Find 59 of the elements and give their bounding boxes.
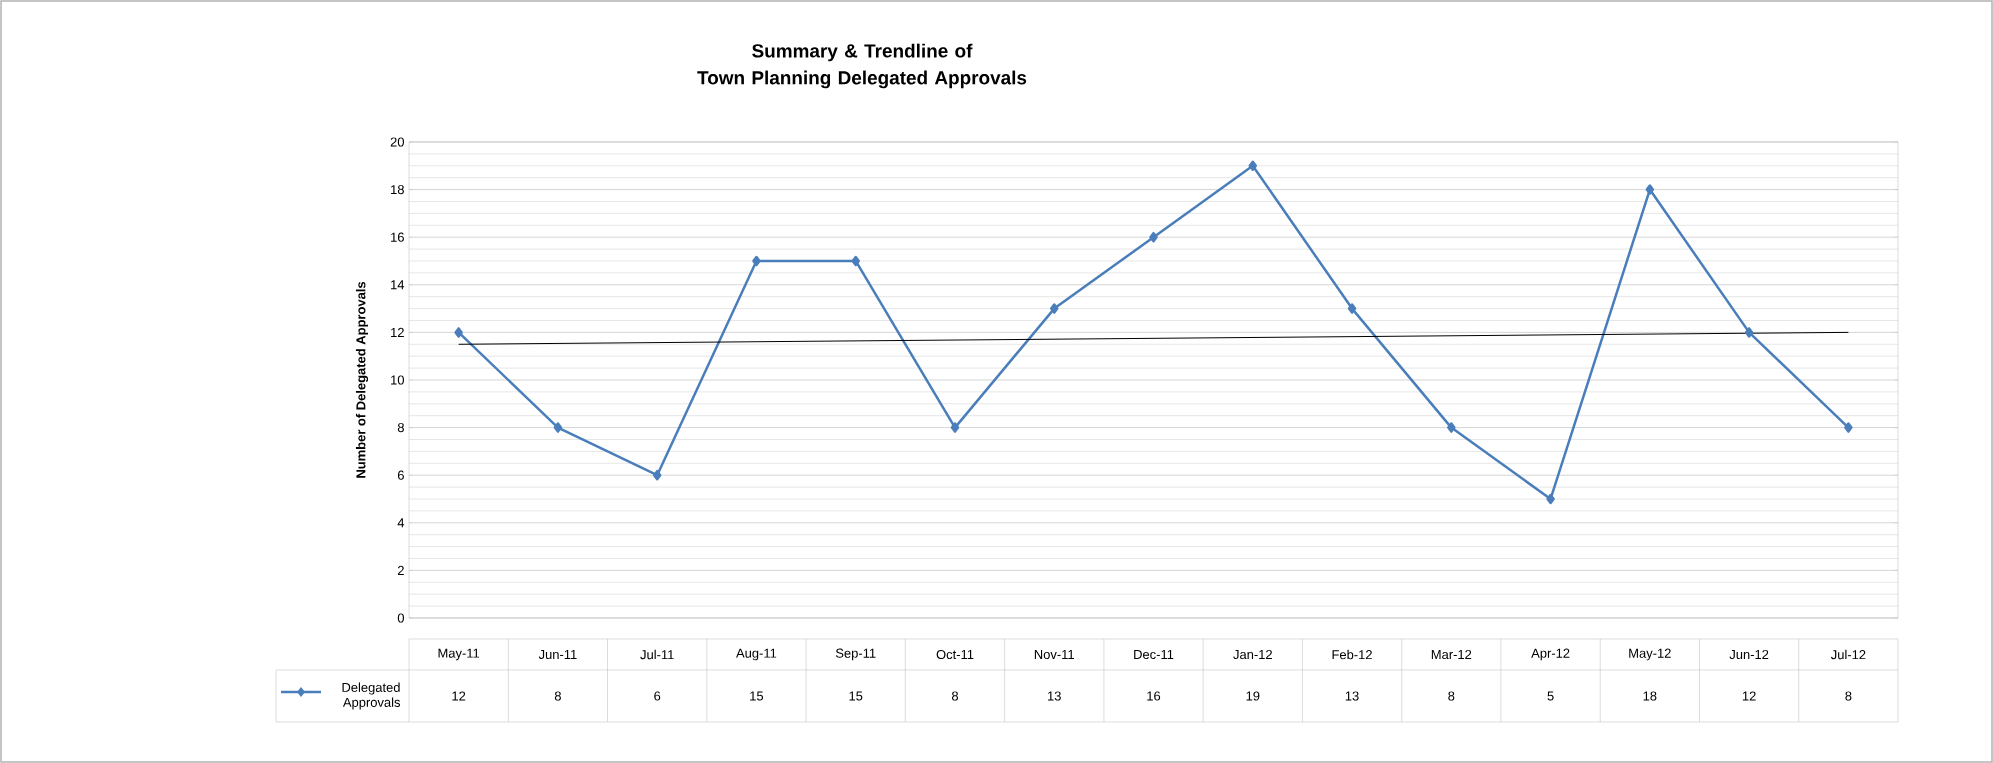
point (1347, 303, 1357, 314)
y-tick-label: 0 (397, 613, 404, 623)
data-label: 13 (1345, 691, 1359, 701)
x-tick-label: Nov-11 (1034, 649, 1074, 659)
data-label: 18 (1643, 691, 1657, 701)
x-tick-label: Oct-11 (936, 649, 974, 660)
point (1447, 422, 1456, 433)
data-label: 12 (1742, 691, 1756, 701)
data-label: 8 (951, 691, 959, 701)
y-tick-label: 6 (397, 470, 404, 480)
point (1149, 231, 1158, 243)
y-axis-title: Number of Delegated Approvals (355, 281, 369, 478)
x-tick-label: Jul-11 (640, 649, 674, 660)
y-tick-label: 4 (397, 518, 405, 528)
point (1844, 422, 1853, 433)
y-tick-label: 20 (390, 137, 404, 147)
x-tick-label: Jun-11 (538, 649, 577, 659)
x-tick-label: May-11 (438, 648, 480, 661)
y-tick-label: 16 (391, 232, 404, 242)
data-label: 19 (1246, 691, 1260, 701)
x-tick-label: Sep-11 (835, 648, 876, 661)
point (752, 255, 761, 267)
point (1744, 327, 1754, 338)
data-label: 8 (1448, 691, 1455, 701)
x-tick-label: Dec-11 (1134, 649, 1174, 659)
y-tick-label: 18 (391, 185, 404, 195)
point (851, 255, 860, 267)
point (1248, 160, 1258, 172)
data-label: 12 (452, 691, 466, 701)
data-label: 15 (849, 691, 863, 701)
y-tick-label: 2 (397, 565, 404, 575)
point (553, 422, 563, 433)
y-tick-label: 14 (391, 280, 405, 290)
point (454, 327, 463, 338)
x-tick-label: Jul-12 (1830, 649, 1866, 660)
data-label: 13 (1047, 691, 1061, 701)
data-label: 16 (1147, 691, 1161, 701)
x-tick-label: Apr-12 (1531, 648, 1570, 661)
point (1546, 493, 1555, 505)
data-label: 8 (554, 691, 561, 701)
point (652, 469, 662, 481)
y-tick-label: 10 (391, 375, 404, 385)
data-label: 5 (1547, 691, 1554, 701)
chart-title: Summary & Trendline of Town Planning Delegated Approvals (697, 43, 1027, 89)
data-label: 8 (1845, 691, 1852, 701)
x-tick-label: Mar-12 (1431, 649, 1472, 660)
point (1645, 184, 1655, 195)
legend-label: Delegated Approvals (342, 682, 401, 710)
y-tick-label: 12 (391, 327, 404, 337)
point (950, 422, 960, 433)
point (1050, 303, 1059, 314)
data-label: 15 (750, 691, 764, 701)
x-tick-label: May-12 (1629, 648, 1671, 661)
x-tick-label: Feb-12 (1332, 649, 1372, 660)
data-label: 6 (654, 691, 661, 701)
y-tick-label: 8 (397, 423, 404, 433)
x-tick-label: Aug-11 (736, 648, 777, 661)
x-tick-label: Jun-12 (1729, 649, 1769, 660)
x-tick-label: Jan-12 (1233, 649, 1272, 660)
